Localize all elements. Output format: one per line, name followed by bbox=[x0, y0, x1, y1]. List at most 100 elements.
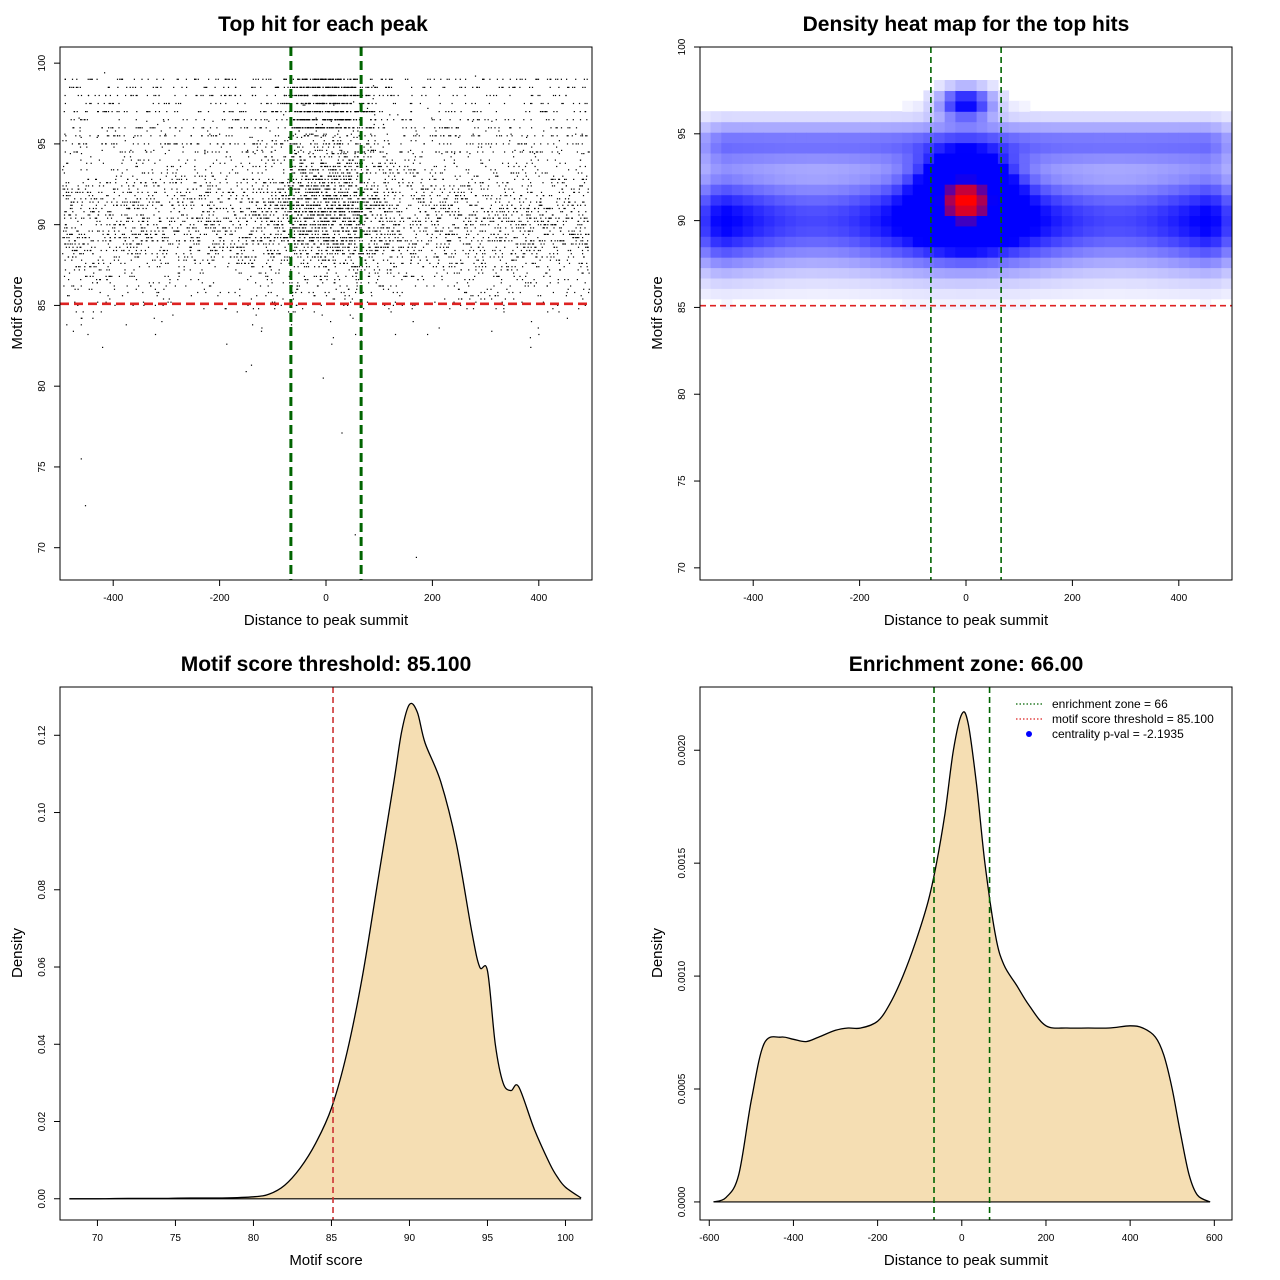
scatter-point bbox=[160, 262, 162, 264]
scatter-point bbox=[455, 195, 458, 197]
scatter-point bbox=[474, 204, 476, 206]
scatter-point bbox=[302, 243, 304, 245]
scatter-point bbox=[321, 227, 323, 229]
scatter-point bbox=[158, 217, 160, 219]
scatter-point bbox=[530, 159, 532, 161]
scatter-point bbox=[145, 253, 147, 255]
scatter-point bbox=[414, 175, 416, 177]
scatter-point bbox=[154, 333, 157, 336]
scatter-point bbox=[556, 220, 559, 222]
scatter-point bbox=[263, 253, 265, 255]
scatter-point bbox=[384, 304, 386, 306]
scatter-point bbox=[305, 198, 307, 200]
scatter-point bbox=[348, 269, 350, 271]
scatter-point bbox=[208, 78, 210, 80]
scatter-point bbox=[550, 240, 553, 242]
scatter-point bbox=[505, 214, 507, 216]
scatter-point bbox=[107, 266, 109, 268]
scatter-point bbox=[126, 214, 128, 216]
scatter-point bbox=[317, 191, 319, 193]
scatter-point bbox=[302, 262, 305, 264]
scatter-point bbox=[580, 262, 582, 264]
scatter-point bbox=[456, 198, 459, 200]
scatter-point bbox=[330, 211, 332, 213]
scatter-point bbox=[317, 214, 319, 216]
scatter-point bbox=[377, 266, 379, 268]
scatter-point bbox=[109, 275, 111, 277]
scatter-point bbox=[442, 207, 444, 210]
scatter-point bbox=[156, 224, 158, 226]
scatter-point bbox=[178, 204, 180, 206]
scatter-point bbox=[441, 275, 443, 277]
scatter-point bbox=[306, 185, 308, 187]
scatter-point bbox=[288, 233, 290, 235]
scatter-point bbox=[75, 217, 77, 219]
scatter-point bbox=[138, 285, 140, 287]
scatter-point bbox=[199, 240, 201, 242]
scatter-point bbox=[339, 285, 341, 287]
scatter-point bbox=[563, 266, 565, 268]
scatter-point bbox=[271, 146, 273, 148]
scatter-point bbox=[578, 102, 581, 105]
scatter-point bbox=[72, 330, 74, 332]
scatter-point bbox=[464, 185, 466, 187]
scatter-point bbox=[320, 175, 322, 177]
scatter-point bbox=[312, 204, 315, 206]
scatter-point bbox=[295, 188, 297, 190]
scatter-panel: Top hit for each peak Distance to peak s… bbox=[9, 13, 593, 629]
scatter-point bbox=[84, 119, 86, 121]
scatter-point bbox=[458, 237, 460, 239]
scatter-point bbox=[323, 227, 325, 229]
scatter-point bbox=[356, 165, 358, 168]
scatter-point bbox=[97, 230, 99, 232]
scatter-point bbox=[86, 162, 88, 164]
scatter-point bbox=[391, 178, 393, 180]
scatter-point bbox=[447, 204, 449, 206]
scatter-point bbox=[326, 195, 328, 197]
scatter-point bbox=[435, 178, 437, 180]
scatter-point bbox=[120, 175, 122, 177]
scatter-point bbox=[248, 198, 250, 200]
scatter-point bbox=[118, 230, 120, 232]
scatter-point bbox=[489, 207, 491, 210]
scatter-point bbox=[293, 159, 295, 161]
scatter-point bbox=[153, 185, 155, 187]
scatter-point bbox=[65, 191, 67, 193]
scatter-point bbox=[409, 224, 411, 226]
scatter-point bbox=[385, 185, 387, 187]
scatter-point bbox=[558, 311, 560, 313]
scatter-point bbox=[201, 217, 204, 219]
scatter-point bbox=[360, 253, 362, 255]
scatter-point bbox=[101, 207, 103, 210]
scatter-point bbox=[142, 217, 144, 219]
scatter-point bbox=[409, 172, 411, 174]
scatter-point bbox=[169, 182, 171, 184]
scatter-point bbox=[165, 102, 167, 105]
scatter-point bbox=[329, 198, 331, 200]
scatter-point bbox=[105, 275, 107, 277]
scatter-point bbox=[69, 153, 71, 155]
scatter-point bbox=[413, 256, 415, 258]
scatter-point bbox=[399, 185, 401, 187]
scatter-point bbox=[139, 253, 141, 255]
scatter-point bbox=[332, 165, 334, 168]
scatter-point bbox=[274, 191, 277, 193]
scatter-point bbox=[488, 224, 490, 226]
scatter-point bbox=[458, 211, 460, 213]
scatter-point bbox=[352, 130, 354, 132]
scatter-point bbox=[158, 185, 160, 187]
scatter-point bbox=[544, 240, 546, 242]
scatter-point bbox=[314, 182, 316, 184]
scatter-point bbox=[359, 195, 361, 197]
scatter-point bbox=[444, 298, 446, 300]
scatter-point bbox=[469, 153, 471, 155]
scatter-point bbox=[124, 269, 126, 271]
scatter-point bbox=[196, 172, 199, 174]
scatter-point bbox=[340, 185, 343, 187]
scatter-point bbox=[169, 143, 171, 145]
scatter-point bbox=[501, 256, 503, 258]
scatter-point bbox=[486, 94, 488, 97]
scatter-point bbox=[318, 249, 320, 252]
scatter-point bbox=[251, 201, 254, 203]
scatter-point bbox=[508, 188, 510, 190]
